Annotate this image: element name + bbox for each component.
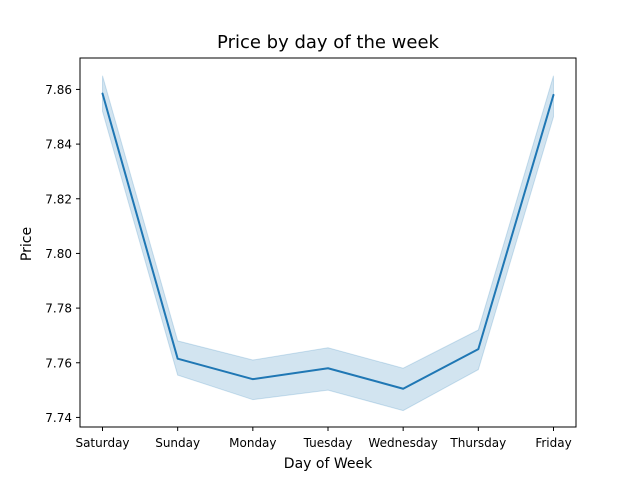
x-tick-label: Friday	[535, 436, 571, 450]
plot-layer	[101, 75, 555, 412]
confidence-band	[102, 75, 554, 412]
x-tick-label: Saturday	[75, 436, 129, 450]
y-tick-label: 7.80	[45, 247, 72, 261]
axes-layer: 7.74 7.76 7.78 7.80 7.82 7.84 7.86 Saturday Sund…	[45, 57, 577, 450]
y-tick-label: 7.76	[45, 356, 72, 370]
chart-title: Price by day of the week	[217, 32, 439, 53]
x-tick-label: Wednesday	[368, 436, 437, 450]
y-tick-label: 7.86	[45, 83, 72, 97]
y-tick-label: 7.82	[45, 192, 72, 206]
x-axis-title: Day of Week	[284, 456, 373, 472]
y-axis-title: Price	[19, 227, 35, 261]
x-tick-label: Monday	[229, 436, 276, 450]
x-tick-label: Tuesday	[303, 436, 353, 450]
y-tick-label: 7.78	[45, 302, 72, 316]
y-tick-label: 7.84	[45, 138, 72, 152]
x-tick-label: Sunday	[155, 436, 200, 450]
y-tick-label: 7.74	[45, 411, 72, 425]
series-line	[101, 92, 555, 390]
x-tick-label: Thursday	[449, 436, 506, 450]
